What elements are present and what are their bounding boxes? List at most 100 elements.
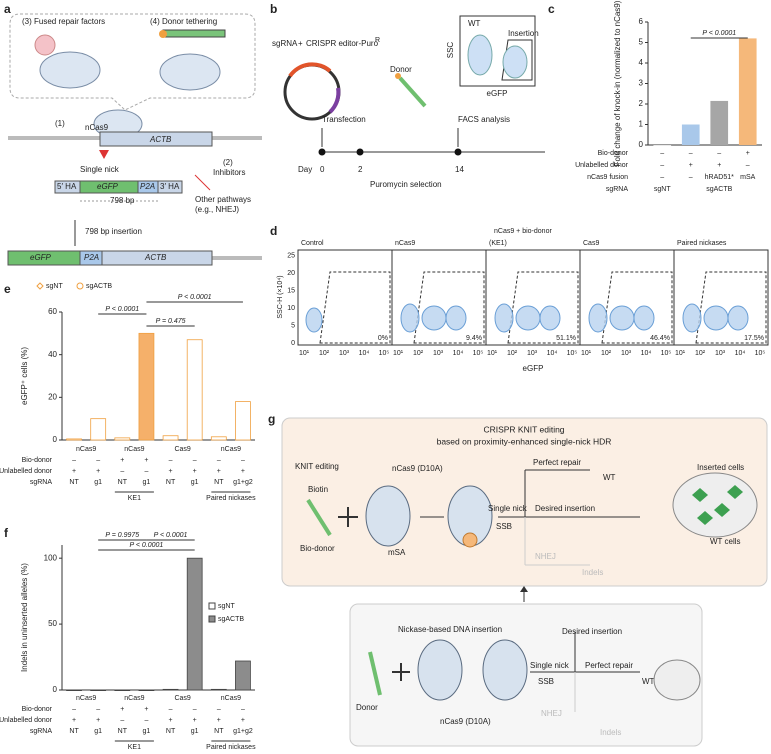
row-cell: g1 — [143, 728, 151, 735]
label: 10 — [287, 305, 295, 312]
label: 10² — [413, 350, 424, 357]
row-label: nCas9 fusion — [587, 174, 628, 181]
legend-label: sgACTB — [86, 283, 112, 290]
bar — [162, 688, 179, 691]
y-tick-label: 0 — [53, 435, 58, 444]
bar — [162, 435, 179, 441]
label: WT — [468, 19, 481, 28]
y-tick-label: 50 — [48, 619, 57, 628]
row-cell: + — [746, 150, 750, 157]
row-cell: – — [660, 162, 664, 169]
label: Control — [301, 240, 324, 247]
row-cell: – — [72, 706, 76, 713]
label: eGFP — [30, 253, 52, 262]
cell-population — [539, 305, 561, 331]
label: 10² — [695, 350, 706, 357]
plasmid-part — [328, 87, 341, 114]
cell-population — [727, 305, 749, 331]
label: (KE1) — [489, 240, 507, 247]
y-tick-label: 5 — [639, 38, 644, 47]
label: 14 — [455, 165, 464, 174]
row-cell: NT — [214, 728, 224, 735]
label: ACTB — [144, 253, 167, 262]
label: 10⁴ — [453, 350, 464, 357]
label: Single nick — [488, 504, 528, 513]
label: mSA — [388, 548, 406, 557]
bar — [90, 418, 107, 441]
panel-letter: c — [548, 2, 555, 16]
row-cell: – — [193, 706, 197, 713]
label: ACTB — [149, 135, 172, 144]
bar — [66, 438, 82, 441]
label: 15 — [287, 287, 295, 294]
p-value: P < 0.0001 — [702, 30, 736, 37]
label: SSB — [538, 677, 554, 686]
label: Perfect repair — [585, 661, 633, 670]
label: nCas9 (D10A) — [392, 464, 443, 473]
label: 10⁴ — [547, 350, 558, 357]
label: Insertion — [508, 29, 539, 38]
row-label: Bio-donor — [22, 457, 53, 464]
biotin — [395, 73, 401, 79]
label: Single nick — [530, 661, 570, 670]
label: FACS analysis — [458, 115, 510, 124]
label: Donor — [356, 703, 378, 712]
row-cell: sgNT — [654, 186, 671, 193]
label: 10² — [507, 350, 518, 357]
row-cell: – — [241, 457, 245, 464]
label: 10³ — [527, 350, 538, 357]
group-label: nCas9 — [221, 446, 241, 453]
nick — [99, 150, 109, 159]
arrowhead — [520, 586, 528, 592]
y-tick-label: 0 — [53, 685, 58, 694]
row-cell: – — [96, 457, 100, 464]
group-label: KE1 — [128, 495, 141, 502]
bar — [90, 689, 107, 692]
row-cell: + — [193, 717, 197, 724]
label: 10⁴ — [641, 350, 652, 357]
label: 10⁵ — [567, 350, 578, 357]
group-label: nCas9 — [221, 695, 241, 702]
ha — [157, 180, 183, 194]
row-cell: g1 — [94, 479, 102, 486]
label: 5 — [291, 322, 295, 329]
y-tick-label: 40 — [48, 350, 57, 359]
row-cell: + — [72, 717, 76, 724]
row-cell: NT — [166, 728, 176, 735]
legend-marker — [208, 615, 216, 623]
panel-letter: f — [4, 526, 9, 540]
label: 10⁵ — [473, 350, 484, 357]
label: 10⁴ — [359, 350, 370, 357]
label: 9.4% — [466, 335, 482, 342]
label: KNIT editing — [295, 462, 339, 471]
label: 0 — [320, 165, 325, 174]
p-value: P < 0.0001 — [130, 542, 164, 549]
row-cell: + — [72, 468, 76, 475]
label: 3′ HA — [160, 182, 180, 191]
row-cell: – — [169, 706, 173, 713]
cell-population — [400, 303, 420, 333]
panel-letter: a — [4, 2, 11, 16]
row-label: Bio-donor — [22, 706, 53, 713]
timepoint — [454, 148, 462, 156]
group-label: Paired nickases — [206, 495, 256, 502]
bar — [186, 339, 203, 441]
row-cell: – — [96, 706, 100, 713]
group-label: nCas9 — [76, 446, 96, 453]
label: Inserted cells — [697, 463, 744, 472]
cell-population — [305, 307, 323, 333]
row-cell: NT — [69, 479, 79, 486]
label: 2 — [358, 165, 363, 174]
row-cell: NT — [118, 728, 128, 735]
legend-marker — [76, 282, 84, 290]
label: 17.5% — [744, 335, 764, 342]
group-label: Cas9 — [174, 695, 190, 702]
cell-population — [703, 305, 729, 331]
row-cell: NT — [69, 728, 79, 735]
label: Donor — [390, 65, 412, 74]
row-cell: – — [144, 468, 148, 475]
bar — [681, 124, 700, 145]
row-cell: + — [689, 162, 693, 169]
label: Perfect repair — [533, 458, 581, 467]
row-cell: g1 — [191, 479, 199, 486]
